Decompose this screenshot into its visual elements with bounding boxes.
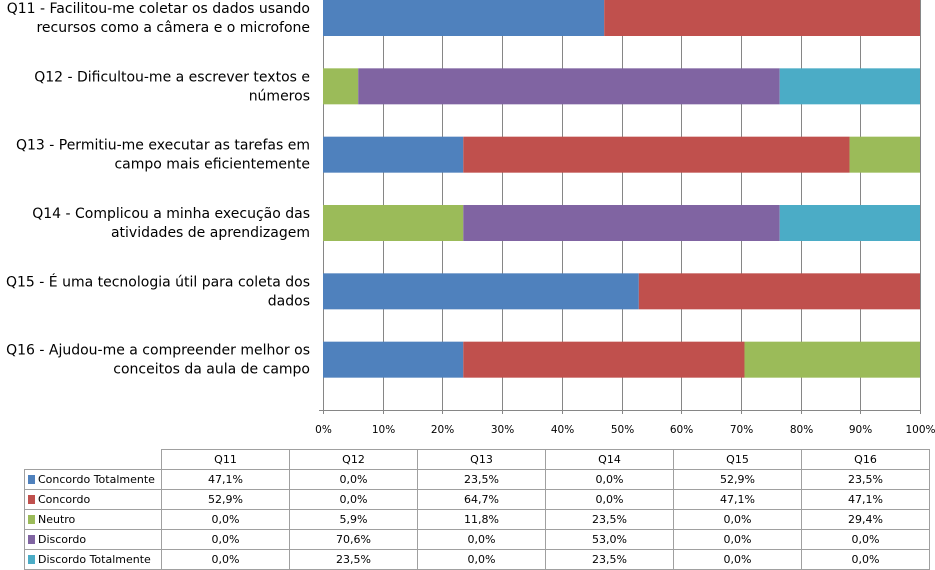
legend-label: Neutro <box>38 513 76 526</box>
x-tick-label: 90% <box>849 424 872 436</box>
table-cell: 0,0% <box>161 529 290 550</box>
table-cell: 23,5% <box>545 509 674 530</box>
legend-label: Discordo Totalmente <box>38 553 151 566</box>
bar-segment-discordo <box>463 205 780 241</box>
table-row: Neutro 0,0% 5,9% 11,8% 23,5% 0,0% 29,4% <box>24 509 930 530</box>
bar-segment-neutro <box>323 205 464 241</box>
category-label: campo mais eficientemente <box>114 157 310 173</box>
bar-segment-neutro <box>744 341 920 378</box>
category-label: Q12 - Dificultou-me a escrever textos e <box>34 69 310 85</box>
table-corner <box>24 449 162 470</box>
table-header: Q12 <box>289 449 418 470</box>
category-label: conceitos da aula de campo <box>113 362 310 378</box>
table-header: Q13 <box>417 449 546 470</box>
legend-label: Discordo <box>38 533 87 546</box>
legend-entry: Discordo Totalmente <box>24 549 162 570</box>
legend-label: Concordo Totalmente <box>38 473 155 486</box>
legend-swatch <box>28 535 35 544</box>
stacked-bar-chart: 0% 10% 20% 30% 40% 50% 60% 70% 80% 90% 100% Q11 - F… <box>6 0 935 436</box>
table-cell: 0,0% <box>801 529 930 550</box>
table-cell: 52,9% <box>673 469 802 490</box>
legend-swatch <box>28 495 35 504</box>
data-table: Q11 Q12 Q13 Q14 Q15 Q16 Concordo Totalmente 47,… <box>24 449 930 570</box>
legend-entry: Concordo <box>24 489 162 510</box>
category-label: números <box>249 88 310 104</box>
bar-segment-concordo <box>463 136 850 173</box>
table-cell: 0,0% <box>417 549 546 570</box>
table-cell: 0,0% <box>289 489 418 510</box>
bar-segment-discordo <box>358 68 780 105</box>
table-row: Discordo Totalmente 0,0% 23,5% 0,0% 23,5% 0,0… <box>24 549 930 570</box>
table-cell: 0,0% <box>545 489 674 510</box>
table-cell: 0,0% <box>417 529 546 550</box>
category-label: Q14 - Complicou a minha execução das <box>32 206 310 222</box>
legend-label: Concordo <box>38 493 91 506</box>
table-cell: 23,5% <box>289 549 418 570</box>
table-cell: 0,0% <box>673 509 802 530</box>
table-cell: 0,0% <box>161 509 290 530</box>
bar-segment-discordo-totalmente <box>779 68 920 105</box>
bar-segment-concordo-totalmente <box>323 341 464 378</box>
table-cell: 23,5% <box>417 469 546 490</box>
table-row: Concordo Totalmente 47,1% 0,0% 23,5% 0,0% 52,… <box>24 469 930 490</box>
table-cell: 47,1% <box>673 489 802 510</box>
table-cell: 53,0% <box>545 529 674 550</box>
x-tick-label: 10% <box>372 424 395 436</box>
x-tick-label: 70% <box>730 424 753 436</box>
x-tick-label: 80% <box>790 424 813 436</box>
table-cell: 0,0% <box>289 469 418 490</box>
x-tick-label: 60% <box>670 424 693 436</box>
table-cell: 29,4% <box>801 509 930 530</box>
bar-segment-discordo-totalmente <box>779 205 920 241</box>
bar-segment-concordo-totalmente <box>323 273 639 310</box>
category-label: Q13 - Permitiu-me executar as tarefas em <box>16 138 310 154</box>
table-cell: 11,8% <box>417 509 546 530</box>
bar-segment-concordo <box>604 0 920 36</box>
category-label: Q15 - É uma tecnologia útil para coleta … <box>6 273 310 290</box>
x-tick-label: 100% <box>905 424 935 436</box>
category-label: recursos como a câmera e o microfone <box>36 20 310 36</box>
table-cell: 0,0% <box>801 549 930 570</box>
legend-swatch <box>28 555 35 564</box>
table-header: Q14 <box>545 449 674 470</box>
bar-segment-concordo-totalmente <box>323 136 464 173</box>
table-cell: 47,1% <box>801 489 930 510</box>
bar-segment-neutro <box>849 136 920 173</box>
table-cell: 23,5% <box>801 469 930 490</box>
table-header: Q15 <box>673 449 802 470</box>
legend-entry: Discordo <box>24 529 162 550</box>
x-tick-label: 30% <box>491 424 514 436</box>
table-cell: 0,0% <box>673 549 802 570</box>
table-header: Q11 <box>161 449 290 470</box>
category-label: dados <box>268 293 310 309</box>
legend-swatch <box>28 515 35 524</box>
legend-entry: Concordo Totalmente <box>24 469 162 490</box>
table-cell: 23,5% <box>545 549 674 570</box>
table-cell: 0,0% <box>545 469 674 490</box>
table-cell: 0,0% <box>673 529 802 550</box>
bar-segment-concordo <box>463 341 745 378</box>
x-tick-label: 20% <box>431 424 454 436</box>
table-cell: 64,7% <box>417 489 546 510</box>
category-label: Q16 - Ajudou-me a compreender melhor os <box>6 343 310 359</box>
bar-segment-concordo <box>638 273 920 310</box>
table-cell: 0,0% <box>161 549 290 570</box>
table-cell: 47,1% <box>161 469 290 490</box>
table-row: Discordo 0,0% 70,6% 0,0% 53,0% 0,0% 0,0% <box>24 529 930 550</box>
table-cell: 70,6% <box>289 529 418 550</box>
bar-segment-concordo-totalmente <box>323 0 605 36</box>
category-label: atividades de aprendizagem <box>111 225 310 241</box>
x-tick-label: 50% <box>611 424 634 436</box>
table-header: Q16 <box>801 449 930 470</box>
table-cell: 52,9% <box>161 489 290 510</box>
x-tick-label: 40% <box>551 424 574 436</box>
category-label: Q11 - Facilitou-me coletar os dados usan… <box>7 1 310 17</box>
legend-swatch <box>28 475 35 484</box>
x-tick-label: 0% <box>315 424 332 436</box>
table-row: Concordo 52,9% 0,0% 64,7% 0,0% 47,1% 47,1% <box>24 489 930 510</box>
table-cell: 5,9% <box>289 509 418 530</box>
bar-segment-neutro <box>323 68 359 105</box>
legend-entry: Neutro <box>24 509 162 530</box>
